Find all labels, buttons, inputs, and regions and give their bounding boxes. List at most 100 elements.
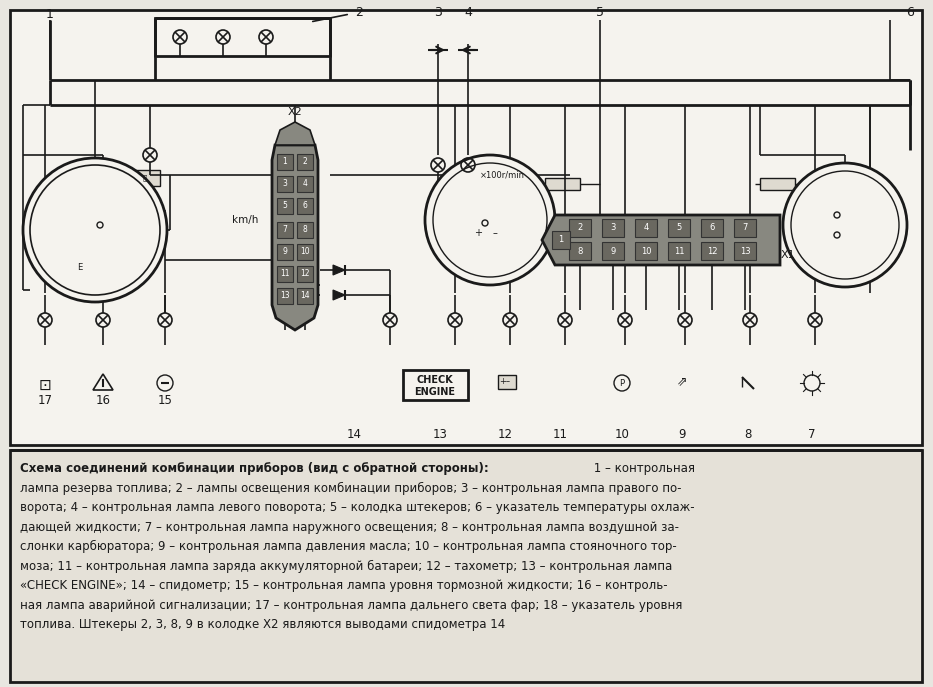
Bar — [277, 244, 293, 260]
Text: ⊡: ⊡ — [38, 377, 51, 392]
Bar — [701, 242, 723, 260]
Text: 1: 1 — [558, 236, 564, 245]
Bar — [277, 266, 293, 282]
Bar — [130, 170, 160, 186]
Text: 4: 4 — [302, 179, 308, 188]
Bar — [734, 219, 756, 237]
Bar — [668, 219, 690, 237]
Text: 12: 12 — [497, 429, 512, 442]
Bar — [277, 288, 293, 304]
Text: 10: 10 — [615, 429, 630, 442]
Polygon shape — [333, 290, 345, 300]
Text: 6: 6 — [906, 5, 914, 19]
Bar — [155, 18, 330, 56]
Polygon shape — [275, 122, 315, 145]
Text: 2: 2 — [302, 157, 307, 166]
Text: 3: 3 — [283, 179, 287, 188]
Text: 13: 13 — [433, 429, 448, 442]
Text: 10: 10 — [300, 247, 310, 256]
Text: 10: 10 — [641, 247, 651, 256]
Text: X1: X1 — [781, 250, 795, 260]
Bar — [569, 219, 591, 237]
Circle shape — [23, 158, 167, 302]
Bar — [297, 176, 313, 192]
Text: ⇗: ⇗ — [676, 376, 688, 389]
Text: 17: 17 — [37, 394, 52, 407]
Text: +–: +– — [499, 377, 510, 387]
Text: ная лампа аварийной сигнализации; 17 – контрольная лампа дальнего света фар; 18 : ная лампа аварийной сигнализации; 17 – к… — [20, 598, 682, 611]
Bar — [277, 222, 293, 238]
Bar — [760, 178, 795, 190]
Text: E: E — [77, 262, 83, 271]
Bar — [277, 198, 293, 214]
Text: 4: 4 — [644, 223, 648, 232]
Text: ворота; 4 – контрольная лампа левого поворота; 5 – колодка штекеров; 6 – указате: ворота; 4 – контрольная лампа левого пов… — [20, 501, 695, 514]
Text: 6: 6 — [302, 201, 308, 210]
Text: 14: 14 — [300, 291, 310, 300]
Text: 12: 12 — [707, 247, 717, 256]
Polygon shape — [542, 215, 780, 265]
Bar — [635, 242, 657, 260]
Text: 11: 11 — [552, 429, 567, 442]
Text: 7: 7 — [743, 223, 747, 232]
Bar — [277, 176, 293, 192]
Text: ×100r/min: ×100r/min — [480, 170, 525, 179]
Text: 2: 2 — [578, 223, 582, 232]
Text: X2: X2 — [287, 107, 302, 117]
Bar — [701, 219, 723, 237]
Bar — [277, 154, 293, 170]
Text: 8: 8 — [302, 225, 307, 234]
Text: 11: 11 — [280, 269, 290, 278]
Text: 7: 7 — [283, 225, 287, 234]
Text: –: – — [493, 228, 497, 238]
Text: 14: 14 — [346, 429, 361, 442]
Bar — [498, 375, 516, 389]
Bar — [403, 370, 468, 400]
Bar — [10, 450, 922, 682]
Bar — [297, 198, 313, 214]
Bar — [10, 10, 922, 445]
Bar — [297, 244, 313, 260]
Text: 1: 1 — [46, 8, 54, 21]
Text: 15: 15 — [158, 394, 173, 407]
Text: 6: 6 — [709, 223, 715, 232]
Text: 4: 4 — [464, 5, 472, 19]
Text: km/h: km/h — [232, 215, 258, 225]
Bar — [297, 154, 313, 170]
Text: 2: 2 — [355, 5, 363, 19]
Bar — [602, 242, 624, 260]
Text: +: + — [474, 228, 482, 238]
Bar — [297, 288, 313, 304]
Text: CHECK: CHECK — [417, 375, 453, 385]
Bar — [734, 242, 756, 260]
Text: слонки карбюратора; 9 – контрольная лампа давления масла; 10 – контрольная лампа: слонки карбюратора; 9 – контрольная ламп… — [20, 540, 676, 553]
Bar — [668, 242, 690, 260]
Text: P: P — [620, 379, 624, 387]
Bar — [602, 219, 624, 237]
Bar — [70, 260, 90, 274]
Bar — [635, 219, 657, 237]
Text: 1 – контрольная: 1 – контрольная — [590, 462, 695, 475]
Text: топлива. Штекеры 2, 3, 8, 9 в колодке Х2 являются выводами спидометра 14: топлива. Штекеры 2, 3, 8, 9 в колодке Х2… — [20, 618, 506, 631]
Text: 7: 7 — [808, 429, 815, 442]
Text: 16: 16 — [95, 394, 110, 407]
Text: 13: 13 — [740, 247, 750, 256]
Text: Схема соединений комбинации приборов (вид с обратной стороны):: Схема соединений комбинации приборов (ви… — [20, 462, 489, 475]
Text: 8: 8 — [745, 429, 752, 442]
Bar — [569, 242, 591, 260]
Circle shape — [425, 155, 555, 285]
Text: 9: 9 — [283, 247, 287, 256]
Bar — [297, 222, 313, 238]
Text: «CHECK ENGINE»; 14 – спидометр; 15 – контрольная лампа уровня тормозной жидкости: «CHECK ENGINE»; 14 – спидометр; 15 – кон… — [20, 579, 668, 592]
Text: 11: 11 — [674, 247, 684, 256]
Text: моза; 11 – контрольная лампа заряда аккумуляторной батареи; 12 – тахометр; 13 – : моза; 11 – контрольная лампа заряда акку… — [20, 559, 673, 572]
Bar — [297, 266, 313, 282]
Text: 5: 5 — [596, 5, 604, 19]
Text: ENGINE: ENGINE — [414, 387, 455, 397]
Text: ⬜: ⬜ — [143, 174, 147, 181]
Text: 1: 1 — [283, 157, 287, 166]
Text: 9: 9 — [610, 247, 616, 256]
Text: 8: 8 — [578, 247, 583, 256]
Text: 5: 5 — [676, 223, 682, 232]
Text: дающей жидкости; 7 – контрольная лампа наружного освещения; 8 – контрольная ламп: дающей жидкости; 7 – контрольная лампа н… — [20, 521, 679, 534]
